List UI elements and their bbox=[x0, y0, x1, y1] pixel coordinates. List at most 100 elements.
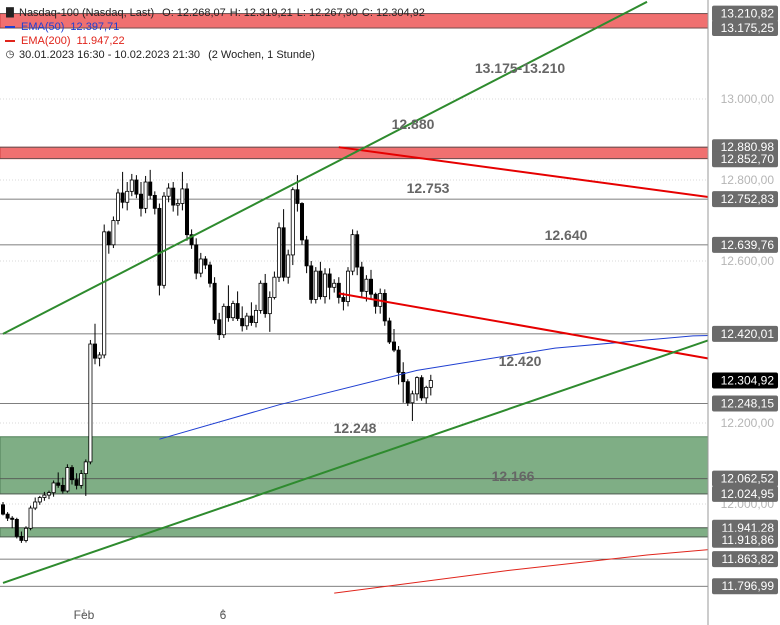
price-label-5: 12.639,76 bbox=[721, 238, 775, 252]
candle-body-57 bbox=[263, 282, 268, 315]
legend-ema200-label: EMA(200) bbox=[21, 35, 71, 47]
candle-body-64 bbox=[295, 189, 300, 204]
candle-body-60 bbox=[276, 227, 281, 278]
candle-body-69 bbox=[318, 270, 323, 298]
candle-body-42 bbox=[194, 244, 199, 274]
candle-body-3 bbox=[14, 518, 19, 537]
clock-icon: ◷ bbox=[5, 49, 15, 60]
candle-body-45 bbox=[207, 264, 212, 284]
price-label-9: 12.062,52 bbox=[721, 472, 775, 486]
candle-body-40 bbox=[184, 188, 189, 236]
candle-body-54 bbox=[249, 315, 254, 323]
candle-body-89 bbox=[410, 393, 415, 404]
candle-body-91 bbox=[419, 377, 424, 399]
candle-body-83 bbox=[382, 292, 387, 322]
price-label-14: 11.796,99 bbox=[722, 579, 775, 593]
candle-body-46 bbox=[212, 282, 217, 321]
zone-green-2 bbox=[0, 436, 709, 495]
candle-body-16 bbox=[74, 479, 79, 486]
price-label-8: 12.248,15 bbox=[721, 396, 775, 410]
candle-body-13 bbox=[60, 484, 65, 492]
candle-body-19 bbox=[88, 343, 93, 463]
legend-ema200-row[interactable]: EMA(200) 11.947,22 bbox=[5, 34, 425, 48]
price-label-1: 13.175,25 bbox=[721, 21, 775, 35]
candle-body-24 bbox=[111, 220, 116, 246]
trendline-red-0 bbox=[338, 146, 780, 208]
trendline-red-1 bbox=[338, 292, 780, 373]
price-label-12: 11.918,86 bbox=[722, 533, 775, 547]
candle-body-71 bbox=[327, 273, 332, 288]
price-label-box-3 bbox=[712, 151, 778, 168]
candle-body-88 bbox=[405, 381, 410, 404]
candle-body-41 bbox=[189, 234, 194, 246]
candle-body-33 bbox=[152, 194, 157, 209]
price-label-box-14 bbox=[712, 578, 778, 595]
price-label-6: 12.420,01 bbox=[721, 327, 775, 341]
candle-body-67 bbox=[309, 265, 314, 300]
price-label-0: 13.210,82 bbox=[721, 7, 775, 21]
legend-ema50-row[interactable]: EMA(50) 12.397,71 bbox=[5, 20, 425, 34]
candle-body-38 bbox=[175, 203, 180, 206]
candle-body-84 bbox=[387, 320, 392, 343]
candle-body-28 bbox=[129, 179, 134, 192]
legend-low: L: 12.267,90 bbox=[296, 7, 358, 19]
ema200-swatch bbox=[5, 40, 15, 42]
candle-body-62 bbox=[286, 254, 291, 278]
zone-green-3 bbox=[0, 527, 709, 538]
trendline-green-2 bbox=[2, 0, 648, 335]
candle-body-18 bbox=[83, 461, 88, 475]
candle-body-93 bbox=[428, 380, 433, 388]
candle-body-39 bbox=[180, 188, 185, 204]
time-axis[interactable]: Feb 6 bbox=[74, 608, 227, 622]
price-label-box-4 bbox=[712, 191, 778, 208]
price-label-box-10 bbox=[712, 485, 778, 502]
candle-body-14 bbox=[65, 467, 70, 492]
candle-body-35 bbox=[161, 195, 166, 286]
candle-body-76 bbox=[350, 234, 355, 272]
candle-body-34 bbox=[157, 207, 162, 286]
price-axis[interactable]: 13.000,00 12.800,00 12.600,00 12.200,00 12.0… bbox=[707, 0, 780, 625]
candle-body-85 bbox=[391, 341, 396, 351]
candle-body-75 bbox=[345, 270, 350, 302]
candle-body-15 bbox=[70, 467, 75, 481]
candle-body-87 bbox=[401, 371, 406, 383]
candle-body-74 bbox=[341, 297, 346, 302]
legend-ema50-label: EMA(50) bbox=[21, 21, 65, 33]
legend-open: O: 12.268,07 bbox=[162, 7, 226, 19]
trendlines-layer bbox=[2, 0, 780, 584]
candlestick-icon[interactable]: ▇ bbox=[6, 7, 14, 18]
annotation-label-0: 13.175-13.210 bbox=[475, 60, 566, 76]
candle-body-26 bbox=[120, 192, 125, 203]
candle-body-58 bbox=[267, 297, 272, 315]
candle-body-2 bbox=[10, 517, 15, 520]
candle-body-79 bbox=[364, 278, 369, 292]
annotation-label-6: 12.166 bbox=[492, 468, 535, 484]
annotation-label-1: 12.880 bbox=[392, 116, 435, 132]
annotation-label-3: 12.640 bbox=[545, 227, 588, 243]
candle-body-55 bbox=[253, 310, 258, 323]
x-tick-label-0: Feb bbox=[74, 608, 95, 622]
price-label-box-8 bbox=[712, 395, 778, 412]
candle-body-53 bbox=[244, 315, 249, 327]
candle-body-90 bbox=[414, 377, 419, 395]
price-label-2: 12.880,98 bbox=[721, 140, 775, 154]
legend-period-row: ◷ 30.01.2023 16:30 - 10.02.2023 21:30 (2… bbox=[5, 48, 425, 62]
candle-body-56 bbox=[258, 282, 263, 311]
candle-body-9 bbox=[42, 494, 47, 498]
candle-body-22 bbox=[102, 231, 107, 356]
candle-body-51 bbox=[235, 303, 240, 319]
annotation-label-4: 12.420 bbox=[499, 353, 542, 369]
candle-body-73 bbox=[336, 282, 341, 298]
candle-body-66 bbox=[304, 239, 309, 267]
chart-legend: ▇ Nasdaq-100 (Nasdaq, Last) O: 12.268,07… bbox=[5, 6, 425, 62]
y-tick-label-2: 12.600,00 bbox=[721, 254, 775, 268]
legend-close: C: 12.304,92 bbox=[361, 7, 425, 19]
candle-body-48 bbox=[221, 305, 226, 336]
candle-body-49 bbox=[226, 305, 231, 319]
candle-body-63 bbox=[290, 189, 295, 256]
candle-body-5 bbox=[23, 527, 28, 541]
candle-body-72 bbox=[332, 282, 337, 288]
zones-layer bbox=[0, 13, 709, 538]
legend-instrument[interactable]: Nasdaq-100 (Nasdaq, Last) bbox=[19, 7, 155, 19]
